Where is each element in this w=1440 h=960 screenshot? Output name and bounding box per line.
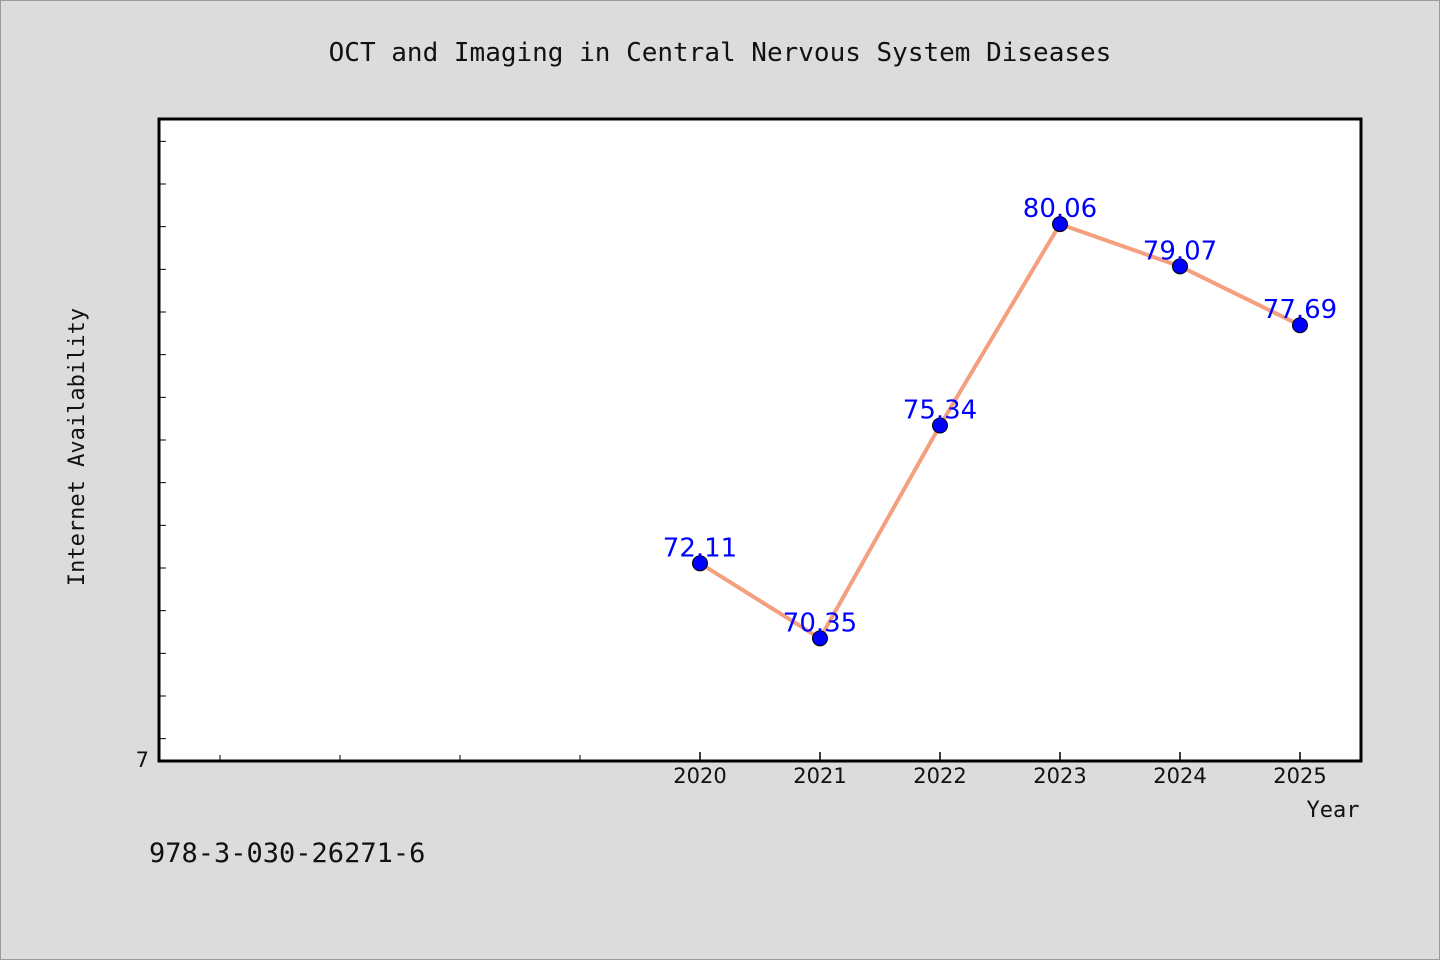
x-axis-label: Year bbox=[1307, 798, 1360, 823]
isbn-text: 978-3-030-26271-6 bbox=[149, 838, 425, 869]
y-tick-label: 7 bbox=[136, 748, 149, 772]
y-axis-label: Internet Availability bbox=[65, 308, 90, 586]
data-point bbox=[812, 630, 828, 647]
series-group: 72.11 70.35 75.34 80.06 79.07 77.69 bbox=[663, 194, 1337, 647]
x-tick-label: 2023 bbox=[1033, 764, 1086, 788]
y-axis-ticks bbox=[159, 140, 166, 740]
data-label: 77.69 bbox=[1263, 295, 1337, 325]
data-label: 79.07 bbox=[1143, 236, 1217, 266]
data-label: 80.06 bbox=[1023, 194, 1097, 224]
chart-title: OCT and Imaging in Central Nervous Syste… bbox=[329, 38, 1112, 68]
x-tick-label: 2022 bbox=[913, 764, 966, 788]
data-point bbox=[1292, 317, 1308, 334]
x-tick-label: 2024 bbox=[1153, 764, 1206, 788]
data-point bbox=[1052, 216, 1068, 233]
series-line bbox=[698, 222, 1302, 641]
data-label: 70.35 bbox=[783, 608, 857, 638]
data-point bbox=[1172, 258, 1188, 275]
data-label: 72.11 bbox=[663, 533, 737, 563]
x-tick-label: 2021 bbox=[793, 764, 846, 788]
x-tick-label: 2020 bbox=[673, 764, 726, 788]
x-tick-label: 2025 bbox=[1273, 764, 1326, 788]
data-point bbox=[692, 555, 708, 572]
data-point bbox=[932, 417, 948, 434]
data-label: 75.34 bbox=[903, 395, 977, 425]
plot-area bbox=[157, 117, 1363, 763]
x-axis-ticks: 2020 2021 2022 2023 2024 2025 bbox=[219, 752, 1327, 788]
